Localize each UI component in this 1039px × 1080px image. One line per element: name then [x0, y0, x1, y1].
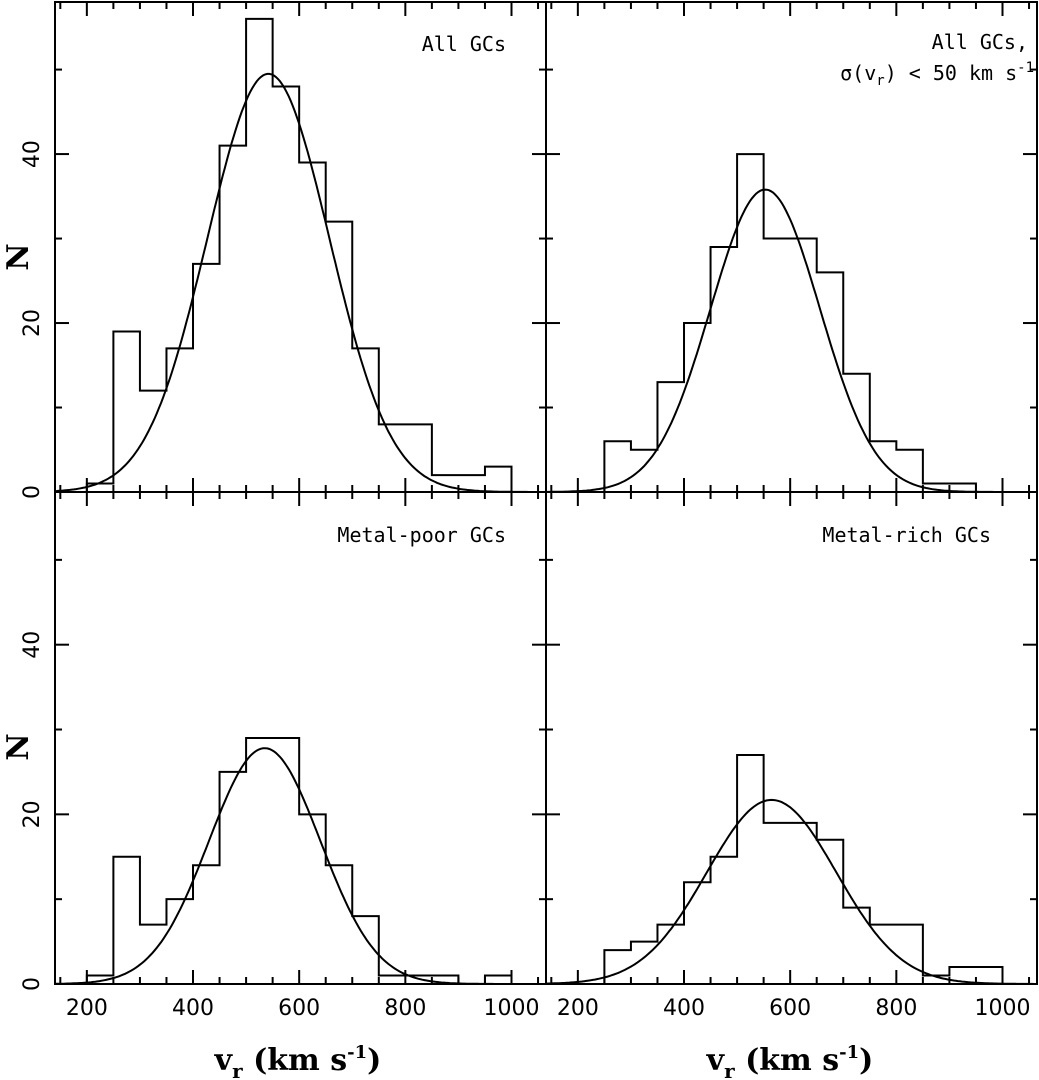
gaussian-fit-curve — [546, 188, 1037, 493]
panels: 0 20 40 All GCs All GCs, σ(vr) < 50 km s-1 0 20… — [20, 1, 1038, 1021]
panel-4: 200 400 600 800 1000 Metal-rich GCs — [545, 491, 1038, 1021]
panel-frame — [545, 491, 1038, 985]
histogram — [85, 737, 513, 985]
x-axis-label-left: vr (km s-1) — [214, 1042, 382, 1080]
x-tick-label: 200 — [66, 996, 108, 1021]
x-tick-label: 600 — [278, 996, 320, 1021]
x-tick-label: 1000 — [483, 996, 539, 1021]
y-tick-label: 0 — [20, 977, 45, 991]
panel-1: 0 20 40 All GCs — [20, 1, 547, 499]
x-tick-label: 200 — [557, 996, 599, 1021]
panel-label: Metal-rich GCs — [822, 523, 991, 547]
x-tick-label: 1000 — [974, 996, 1030, 1021]
gaussian-fit-curve — [55, 747, 546, 985]
x-tick-label: 800 — [875, 996, 917, 1021]
panel-label: Metal-poor GCs — [337, 523, 506, 547]
gaussian-fit-curve — [545, 798, 1037, 985]
histogram — [577, 753, 1004, 985]
x-tick-label: 600 — [769, 996, 811, 1021]
histogram — [577, 153, 1003, 493]
panel-label-line1: All GCs, — [932, 30, 1028, 54]
y-axis-label-top: N — [1, 243, 36, 270]
y-axis-label-bottom: N — [1, 733, 36, 760]
y-tick-label: 40 — [20, 631, 45, 659]
panel-frame — [54, 1, 547, 493]
x-tick-label: 400 — [172, 996, 214, 1021]
gaussian-fit-curve — [54, 72, 546, 493]
panel-label: All GCs — [422, 32, 506, 56]
x-tick-label: 800 — [384, 996, 426, 1021]
panel-3: 0 20 40 200 400 600 800 1000 Metal-poor GCs — [20, 491, 547, 1021]
axis-text: N N vr (km s-1) vr (km s-1) — [1, 243, 873, 1080]
panel-label-line2: σ(vr) < 50 km s-1 — [840, 60, 1034, 89]
histogram — [85, 17, 513, 492]
x-tick-label: 400 — [663, 996, 705, 1021]
y-tick-label: 20 — [20, 309, 45, 337]
y-tick-label: 0 — [20, 485, 45, 499]
panel-frame — [54, 491, 547, 985]
panel-2: All GCs, σ(vr) < 50 km s-1 — [545, 1, 1038, 493]
x-axis-label-right: vr (km s-1) — [706, 1042, 874, 1080]
y-tick-label: 40 — [20, 140, 45, 168]
y-tick-label: 20 — [20, 800, 45, 828]
